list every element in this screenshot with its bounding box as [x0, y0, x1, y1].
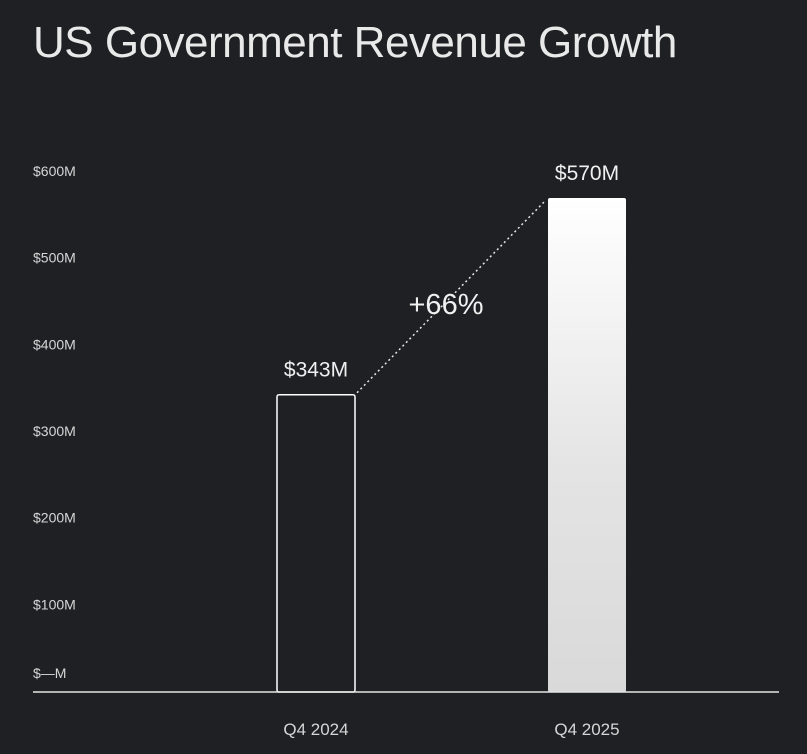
y-tick-label: $—M — [33, 665, 66, 681]
y-tick-label: $200M — [33, 510, 76, 526]
y-tick-label: $600M — [33, 163, 76, 179]
bar-q4-2024 — [276, 393, 356, 693]
x-tick-label: Q4 2025 — [554, 720, 619, 739]
y-tick-label: $300M — [33, 423, 76, 439]
y-tick-label: $500M — [33, 250, 76, 266]
bar-value-label: $570M — [555, 162, 619, 185]
bar-q4-2025 — [548, 198, 626, 692]
growth-annotation: +66% — [409, 289, 484, 321]
x-tick-label: Q4 2024 — [283, 720, 348, 739]
data-labels: $343M $570M +66% — [284, 162, 619, 394]
chart-title: US Government Revenue Growth — [33, 18, 677, 67]
bars — [276, 198, 626, 693]
bar-value-label: $343M — [284, 359, 348, 382]
y-tick-label: $100M — [33, 596, 76, 612]
x-axis: Q4 2024 Q4 2025 — [33, 691, 779, 739]
y-axis: $—M $100M $200M $300M $400M $500M $600M — [33, 163, 76, 681]
y-tick-label: $400M — [33, 336, 76, 352]
